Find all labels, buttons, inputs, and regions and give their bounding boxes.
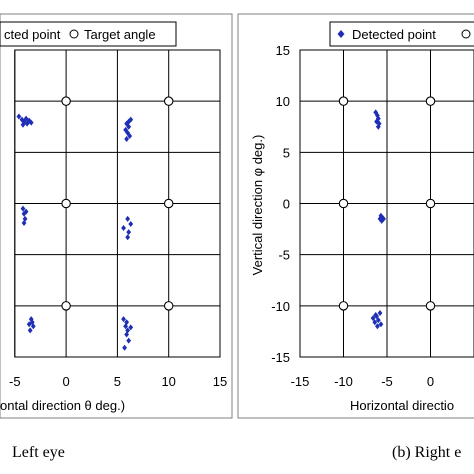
- left-x-tick-label: 5: [114, 374, 121, 389]
- right-x-tick-label: -10: [334, 374, 353, 389]
- right-panel-frame: [237, 13, 474, 419]
- left-detected-point: [20, 121, 26, 128]
- left-detected-point: [23, 208, 29, 215]
- left-detected-point: [20, 205, 26, 212]
- right-target-angle-marker: [338, 96, 349, 106]
- left-detected-point: [128, 116, 134, 123]
- left-target-angle-marker: [163, 198, 174, 209]
- left-detected-point: [21, 118, 27, 125]
- left-x-tick-label: -5: [9, 374, 21, 389]
- left-detected-point: [128, 220, 134, 227]
- left-detected-point: [122, 344, 127, 351]
- right-detected-point: [377, 215, 383, 222]
- right-detected-point: [375, 323, 380, 330]
- legend-label-detected-right: Detected point: [352, 27, 436, 42]
- right-detected-point: [377, 309, 383, 316]
- right-target-angle-marker: [425, 96, 436, 106]
- right-y-tick-label: 5: [283, 145, 290, 160]
- left-detected-point: [24, 120, 30, 127]
- left-plot-area: -5 0 5 10 15: [9, 49, 227, 389]
- left-detected-point: [126, 337, 132, 344]
- right-detected-point: [374, 313, 379, 320]
- left-legend: cted point Target angle: [0, 21, 177, 47]
- left-target-angle-marker: [61, 198, 71, 209]
- left-x-tick-label: 15: [213, 374, 227, 389]
- left-detected-point: [125, 215, 131, 222]
- right-y-tick-label: -5: [278, 248, 290, 263]
- right-legend: Detected point: [329, 21, 474, 47]
- right-detected-point: [378, 321, 384, 328]
- legend-circle-marker: [69, 29, 79, 39]
- right-detected-point: [375, 317, 381, 324]
- right-y-tick-label: 0: [283, 197, 290, 212]
- left-target-angle-marker: [163, 96, 174, 106]
- right-plot-area: -15 -10 -5 0 15 10 5 0 -5 -10 -15: [271, 43, 474, 389]
- left-detected-point: [28, 119, 34, 126]
- left-detected-point: [27, 327, 33, 334]
- right-target-angle-marker: [425, 198, 436, 209]
- right-detected-point: [381, 215, 386, 222]
- left-detected-point: [125, 327, 131, 334]
- left-detected-point: [126, 229, 132, 236]
- legend-diamond-marker: [337, 30, 345, 38]
- right-y-tick-label: 10: [276, 94, 290, 109]
- right-target-angle-marker: [338, 301, 349, 311]
- left-target-angle-marker: [163, 301, 174, 311]
- right-detected-point: [375, 112, 380, 119]
- left-detected-point: [16, 113, 22, 120]
- left-detected-point: [121, 316, 126, 323]
- left-detected-point: [124, 319, 130, 326]
- right-target-angle-marker: [425, 301, 436, 311]
- right-caption: (b) Right e: [392, 444, 461, 461]
- left-x-axis-label: ontal direction θ deg.): [0, 398, 125, 413]
- right-x-tick-label: 0: [427, 374, 434, 389]
- legend-label-target: Target angle: [84, 27, 156, 42]
- left-x-tick-label: 10: [161, 374, 175, 389]
- right-y-tick-label: 15: [276, 43, 290, 58]
- left-detected-point: [126, 123, 132, 130]
- left-detected-point: [127, 132, 133, 139]
- left-x-tick-label: 0: [62, 374, 69, 389]
- right-detected-point: [373, 109, 379, 116]
- right-y-axis-label: Vertical direction φ deg.): [250, 135, 265, 276]
- left-detected-point: [29, 319, 35, 326]
- left-detected-point: [21, 219, 27, 226]
- right-detected-point: [374, 118, 379, 125]
- legend-label-detected: cted point: [4, 27, 61, 42]
- left-detected-point: [126, 118, 132, 125]
- left-panel-frame: [0, 13, 233, 419]
- left-target-angle-marker: [61, 301, 71, 311]
- right-detected-point: [375, 123, 381, 130]
- left-detected-point: [124, 136, 130, 143]
- right-target-angle-marker: [338, 198, 349, 209]
- left-caption: Left eye: [12, 444, 65, 461]
- right-x-tick-label: -5: [381, 374, 393, 389]
- left-detected-point: [124, 331, 130, 338]
- left-detected-point: [21, 210, 27, 217]
- legend-circle-marker-right: [461, 29, 471, 39]
- right-y-tick-label: -15: [271, 350, 290, 365]
- right-detected-point: [372, 319, 378, 326]
- left-target-angle-marker: [61, 96, 71, 106]
- right-x-axis-label: Horizontal directio: [350, 398, 454, 413]
- right-y-tick-label: -10: [271, 299, 290, 314]
- left-detected-point: [125, 234, 131, 241]
- left-detected-point: [121, 225, 126, 232]
- right-detected-point: [370, 315, 376, 322]
- right-x-tick-label: -15: [291, 374, 310, 389]
- left-detected-point: [128, 324, 134, 331]
